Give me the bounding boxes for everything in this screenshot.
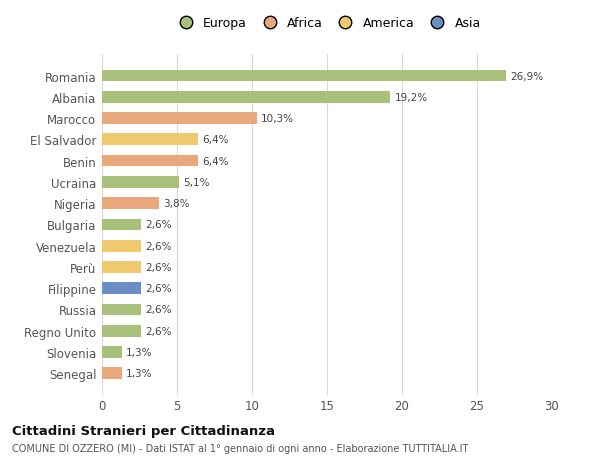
Bar	[102, 368, 122, 379]
Bar	[102, 325, 141, 337]
Bar	[102, 347, 122, 358]
Legend: Europa, Africa, America, Asia: Europa, Africa, America, Asia	[173, 17, 481, 30]
Bar	[102, 177, 179, 188]
Bar	[102, 134, 198, 146]
Text: 2,6%: 2,6%	[146, 284, 172, 294]
Text: 5,1%: 5,1%	[183, 178, 209, 187]
Bar	[102, 283, 141, 294]
Bar	[102, 219, 141, 231]
Text: 1,3%: 1,3%	[126, 369, 152, 379]
Text: 2,6%: 2,6%	[146, 326, 172, 336]
Text: 1,3%: 1,3%	[126, 347, 152, 357]
Bar	[102, 156, 198, 167]
Text: 2,6%: 2,6%	[146, 263, 172, 272]
Bar	[102, 71, 505, 82]
Bar	[102, 92, 390, 103]
Text: 2,6%: 2,6%	[146, 305, 172, 315]
Bar	[102, 262, 141, 273]
Text: 2,6%: 2,6%	[146, 220, 172, 230]
Text: COMUNE DI OZZERO (MI) - Dati ISTAT al 1° gennaio di ogni anno - Elaborazione TUT: COMUNE DI OZZERO (MI) - Dati ISTAT al 1°…	[12, 443, 469, 453]
Text: 10,3%: 10,3%	[261, 114, 294, 124]
Text: 3,8%: 3,8%	[163, 199, 190, 209]
Text: 19,2%: 19,2%	[395, 93, 428, 102]
Bar	[102, 304, 141, 316]
Text: 6,4%: 6,4%	[203, 135, 229, 145]
Text: 2,6%: 2,6%	[146, 241, 172, 251]
Bar	[102, 241, 141, 252]
Text: 6,4%: 6,4%	[203, 156, 229, 166]
Text: 26,9%: 26,9%	[510, 71, 543, 81]
Bar	[102, 113, 257, 125]
Text: Cittadini Stranieri per Cittadinanza: Cittadini Stranieri per Cittadinanza	[12, 424, 275, 437]
Bar	[102, 198, 159, 209]
